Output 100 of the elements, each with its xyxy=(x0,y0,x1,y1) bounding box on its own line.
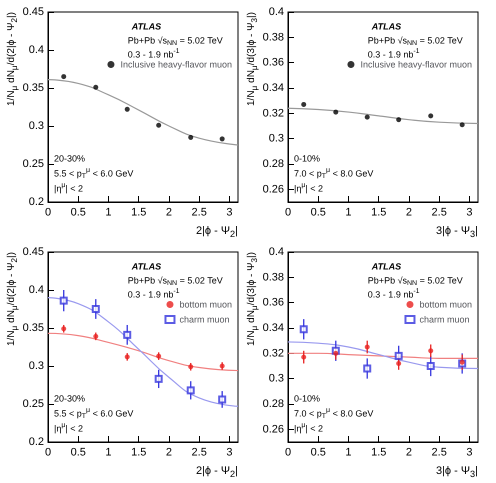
legend-label: bottom muon xyxy=(419,300,472,310)
point xyxy=(426,362,435,370)
x-tick-label: 2.5 xyxy=(432,206,447,218)
y-tick-label: 0.26 xyxy=(262,423,284,436)
point xyxy=(154,374,163,383)
annotation: ATLAS xyxy=(130,22,162,32)
y-tick-label: 0.4 xyxy=(28,284,44,296)
point xyxy=(218,395,226,404)
x-tick-label: 2.5 xyxy=(432,446,447,458)
y-tick-label: 0.28 xyxy=(262,158,284,170)
y-tick-label: 0.4 xyxy=(28,44,44,56)
legend-label: Inclusive heavy-flavor muon xyxy=(360,60,472,70)
point xyxy=(186,386,195,394)
y-tick-label: 0.35 xyxy=(22,82,44,94)
point xyxy=(156,122,162,128)
point xyxy=(220,136,225,142)
point xyxy=(333,110,338,115)
x-tick-label: 3 xyxy=(226,446,232,458)
x-tick-label: 0 xyxy=(284,446,292,458)
point xyxy=(396,360,402,366)
legend-label: charm muon xyxy=(179,314,230,324)
x-tick-label: 0 xyxy=(44,206,52,218)
x-tick-label: 2 xyxy=(166,206,172,218)
point xyxy=(124,106,130,112)
annotation: 20-30% xyxy=(54,394,86,404)
point xyxy=(394,352,403,360)
x-tick-label: 1 xyxy=(105,446,112,458)
x-tick-label: 2 xyxy=(166,446,172,458)
x-tick-label: 0 xyxy=(284,206,292,218)
point xyxy=(93,84,98,90)
point xyxy=(61,74,66,80)
point xyxy=(396,117,402,122)
annotation: 20-30% xyxy=(54,154,86,164)
x-tick-label: 0.5 xyxy=(310,446,326,458)
x-tick-label: 1.5 xyxy=(371,446,386,458)
point xyxy=(301,354,306,360)
y-tick-label: 0.3 xyxy=(28,120,44,132)
x-tick-label: 0.5 xyxy=(70,206,86,218)
line-series xyxy=(47,297,239,407)
y-tick-label: 0.34 xyxy=(262,82,284,94)
y-tick-label: 0.25 xyxy=(22,158,44,170)
legend-label: bottom muon xyxy=(179,300,232,310)
y-tick-label: 0.34 xyxy=(262,322,284,334)
line-series xyxy=(47,79,239,146)
point xyxy=(428,348,434,354)
x-tick-label: 3 xyxy=(466,446,472,458)
point xyxy=(428,113,434,118)
annotation: 0-10% xyxy=(294,394,320,404)
x-tick-label: 1.5 xyxy=(131,206,146,218)
y-tick-label: 0.28 xyxy=(262,398,284,410)
line-series xyxy=(287,108,479,124)
legend-label: Inclusive heavy-flavor muon xyxy=(120,60,232,70)
x-axis-title: 3|ϕ - Ψ$_{3}$| xyxy=(436,224,478,242)
point xyxy=(363,364,372,373)
y-tick-label: 0.32 xyxy=(262,107,284,120)
point xyxy=(123,330,132,339)
x-tick-label: 3 xyxy=(466,206,472,218)
x-tick-label: 3 xyxy=(226,206,232,218)
y-tick-label: 0.35 xyxy=(22,322,44,334)
y-tick-label: 0.26 xyxy=(262,183,284,196)
y-tick-label: 0.4 xyxy=(268,6,284,18)
annotation: ATLAS xyxy=(130,262,162,272)
x-tick-label: 0 xyxy=(44,446,52,458)
point xyxy=(92,305,100,313)
x-tick-label: 1.5 xyxy=(371,206,386,218)
y-tick-label: 0.3 xyxy=(268,372,284,385)
x-tick-label: 2.5 xyxy=(192,446,207,458)
x-tick-label: 1 xyxy=(345,206,352,218)
y-tick-label: 0.3 xyxy=(28,360,44,372)
x-tick-label: 1.5 xyxy=(131,446,146,458)
point xyxy=(333,350,338,356)
x-tick-label: 2 xyxy=(406,206,412,218)
x-tick-label: 0.5 xyxy=(70,446,86,458)
x-axis-title: 2|ϕ - Ψ$_{2}$| xyxy=(196,464,238,482)
x-tick-label: 1 xyxy=(345,446,352,458)
annotation: ATLAS xyxy=(370,22,402,32)
annotation: 0-10% xyxy=(294,154,320,164)
x-tick-label: 2.5 xyxy=(192,206,207,218)
point xyxy=(300,325,308,334)
legend-label: charm muon xyxy=(419,314,470,324)
y-tick-label: 0.38 xyxy=(262,31,284,44)
x-tick-label: 0.5 xyxy=(310,206,326,218)
y-tick-label: 0.2 xyxy=(28,436,44,448)
y-tick-label: 0.2 xyxy=(28,196,44,208)
point xyxy=(364,344,370,350)
y-tick-label: 0.25 xyxy=(22,398,44,410)
y-tick-label: 0.4 xyxy=(268,246,284,258)
line-series xyxy=(47,332,239,372)
point xyxy=(301,102,306,107)
y-tick-label: 0.45 xyxy=(22,6,44,18)
y-tick-label: 0.38 xyxy=(262,271,284,284)
y-tick-label: 0.36 xyxy=(262,296,284,309)
y-tick-label: 0.36 xyxy=(262,56,284,69)
x-tick-label: 2 xyxy=(406,446,412,458)
point xyxy=(188,134,194,140)
x-axis-title: 2|ϕ - Ψ$_{2}$| xyxy=(196,224,238,242)
x-tick-label: 1 xyxy=(105,206,112,218)
point xyxy=(60,296,68,305)
line-series xyxy=(287,341,479,370)
y-tick-label: 0.32 xyxy=(262,347,284,360)
